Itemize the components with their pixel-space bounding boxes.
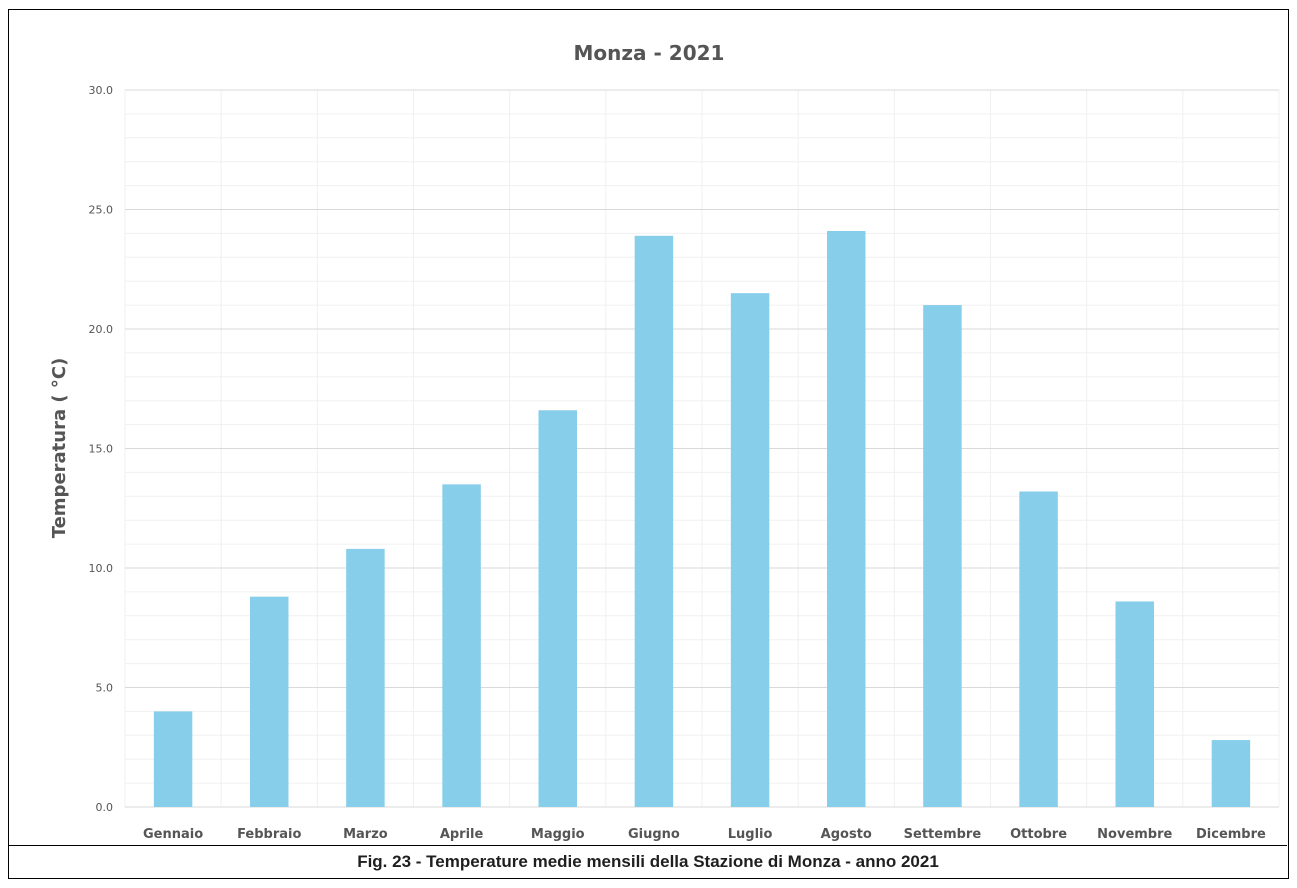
bar-chart: Monza - 2021 Temperatura ( °C) 0.0 5.0 10.… xyxy=(49,41,1280,842)
bar-marzo xyxy=(346,548,385,807)
bar-aprile xyxy=(442,484,481,807)
x-tick-label: Luglio xyxy=(728,827,773,842)
grid-lines xyxy=(124,89,1280,808)
y-tick-label: 30.0 xyxy=(89,84,114,97)
x-tick-label: Gennaio xyxy=(143,827,203,842)
bar-gennaio xyxy=(153,711,193,807)
x-tick-label: Dicembre xyxy=(1196,827,1266,842)
bar-maggio xyxy=(538,410,577,807)
chart-area: Monza - 2021 Temperatura ( °C) 0.0 5.0 10.… xyxy=(9,10,1287,846)
y-tick-label: 25.0 xyxy=(89,204,114,217)
x-tick-label: Agosto xyxy=(821,827,872,842)
bar-giugno xyxy=(634,235,674,808)
x-tick-label: Settembre xyxy=(904,827,982,842)
y-tick-label: 20.0 xyxy=(89,323,114,336)
x-tick-label: Novembre xyxy=(1097,827,1172,842)
x-tick-label: Giugno xyxy=(628,827,680,842)
figure-caption: Fig. 23 - Temperature medie mensili dell… xyxy=(357,852,939,871)
bar-agosto xyxy=(827,231,866,807)
y-axis-label: Temperatura ( °C) xyxy=(49,358,70,539)
y-tick-label: 10.0 xyxy=(89,562,114,575)
x-tick-label: Aprile xyxy=(440,827,484,842)
x-tick-labels: Gennaio Febbraio Marzo Aprile Maggio Giugno Lu… xyxy=(143,827,1266,842)
bar-ottobre xyxy=(1019,491,1058,807)
x-tick-label: Febbraio xyxy=(237,827,301,842)
figure-frame: Monza - 2021 Temperatura ( °C) 0.0 5.0 10.… xyxy=(8,9,1289,879)
bar-dicembre xyxy=(1211,740,1251,807)
bar-novembre xyxy=(1115,601,1154,807)
bar-settembre xyxy=(923,305,962,807)
chart-title: Monza - 2021 xyxy=(574,41,725,65)
bar-febbraio xyxy=(250,596,289,807)
y-tick-label: 15.0 xyxy=(89,443,114,456)
x-tick-label: Maggio xyxy=(531,827,585,842)
y-tick-label: 0.0 xyxy=(96,801,114,814)
x-tick-label: Ottobre xyxy=(1010,827,1067,842)
y-tick-labels: 0.0 5.0 10.0 15.0 20.0 25.0 30.0 xyxy=(89,84,114,814)
x-tick-label: Marzo xyxy=(343,827,388,842)
bars xyxy=(153,231,1251,808)
y-tick-label: 5.0 xyxy=(96,682,114,695)
bar-luglio xyxy=(730,293,770,807)
